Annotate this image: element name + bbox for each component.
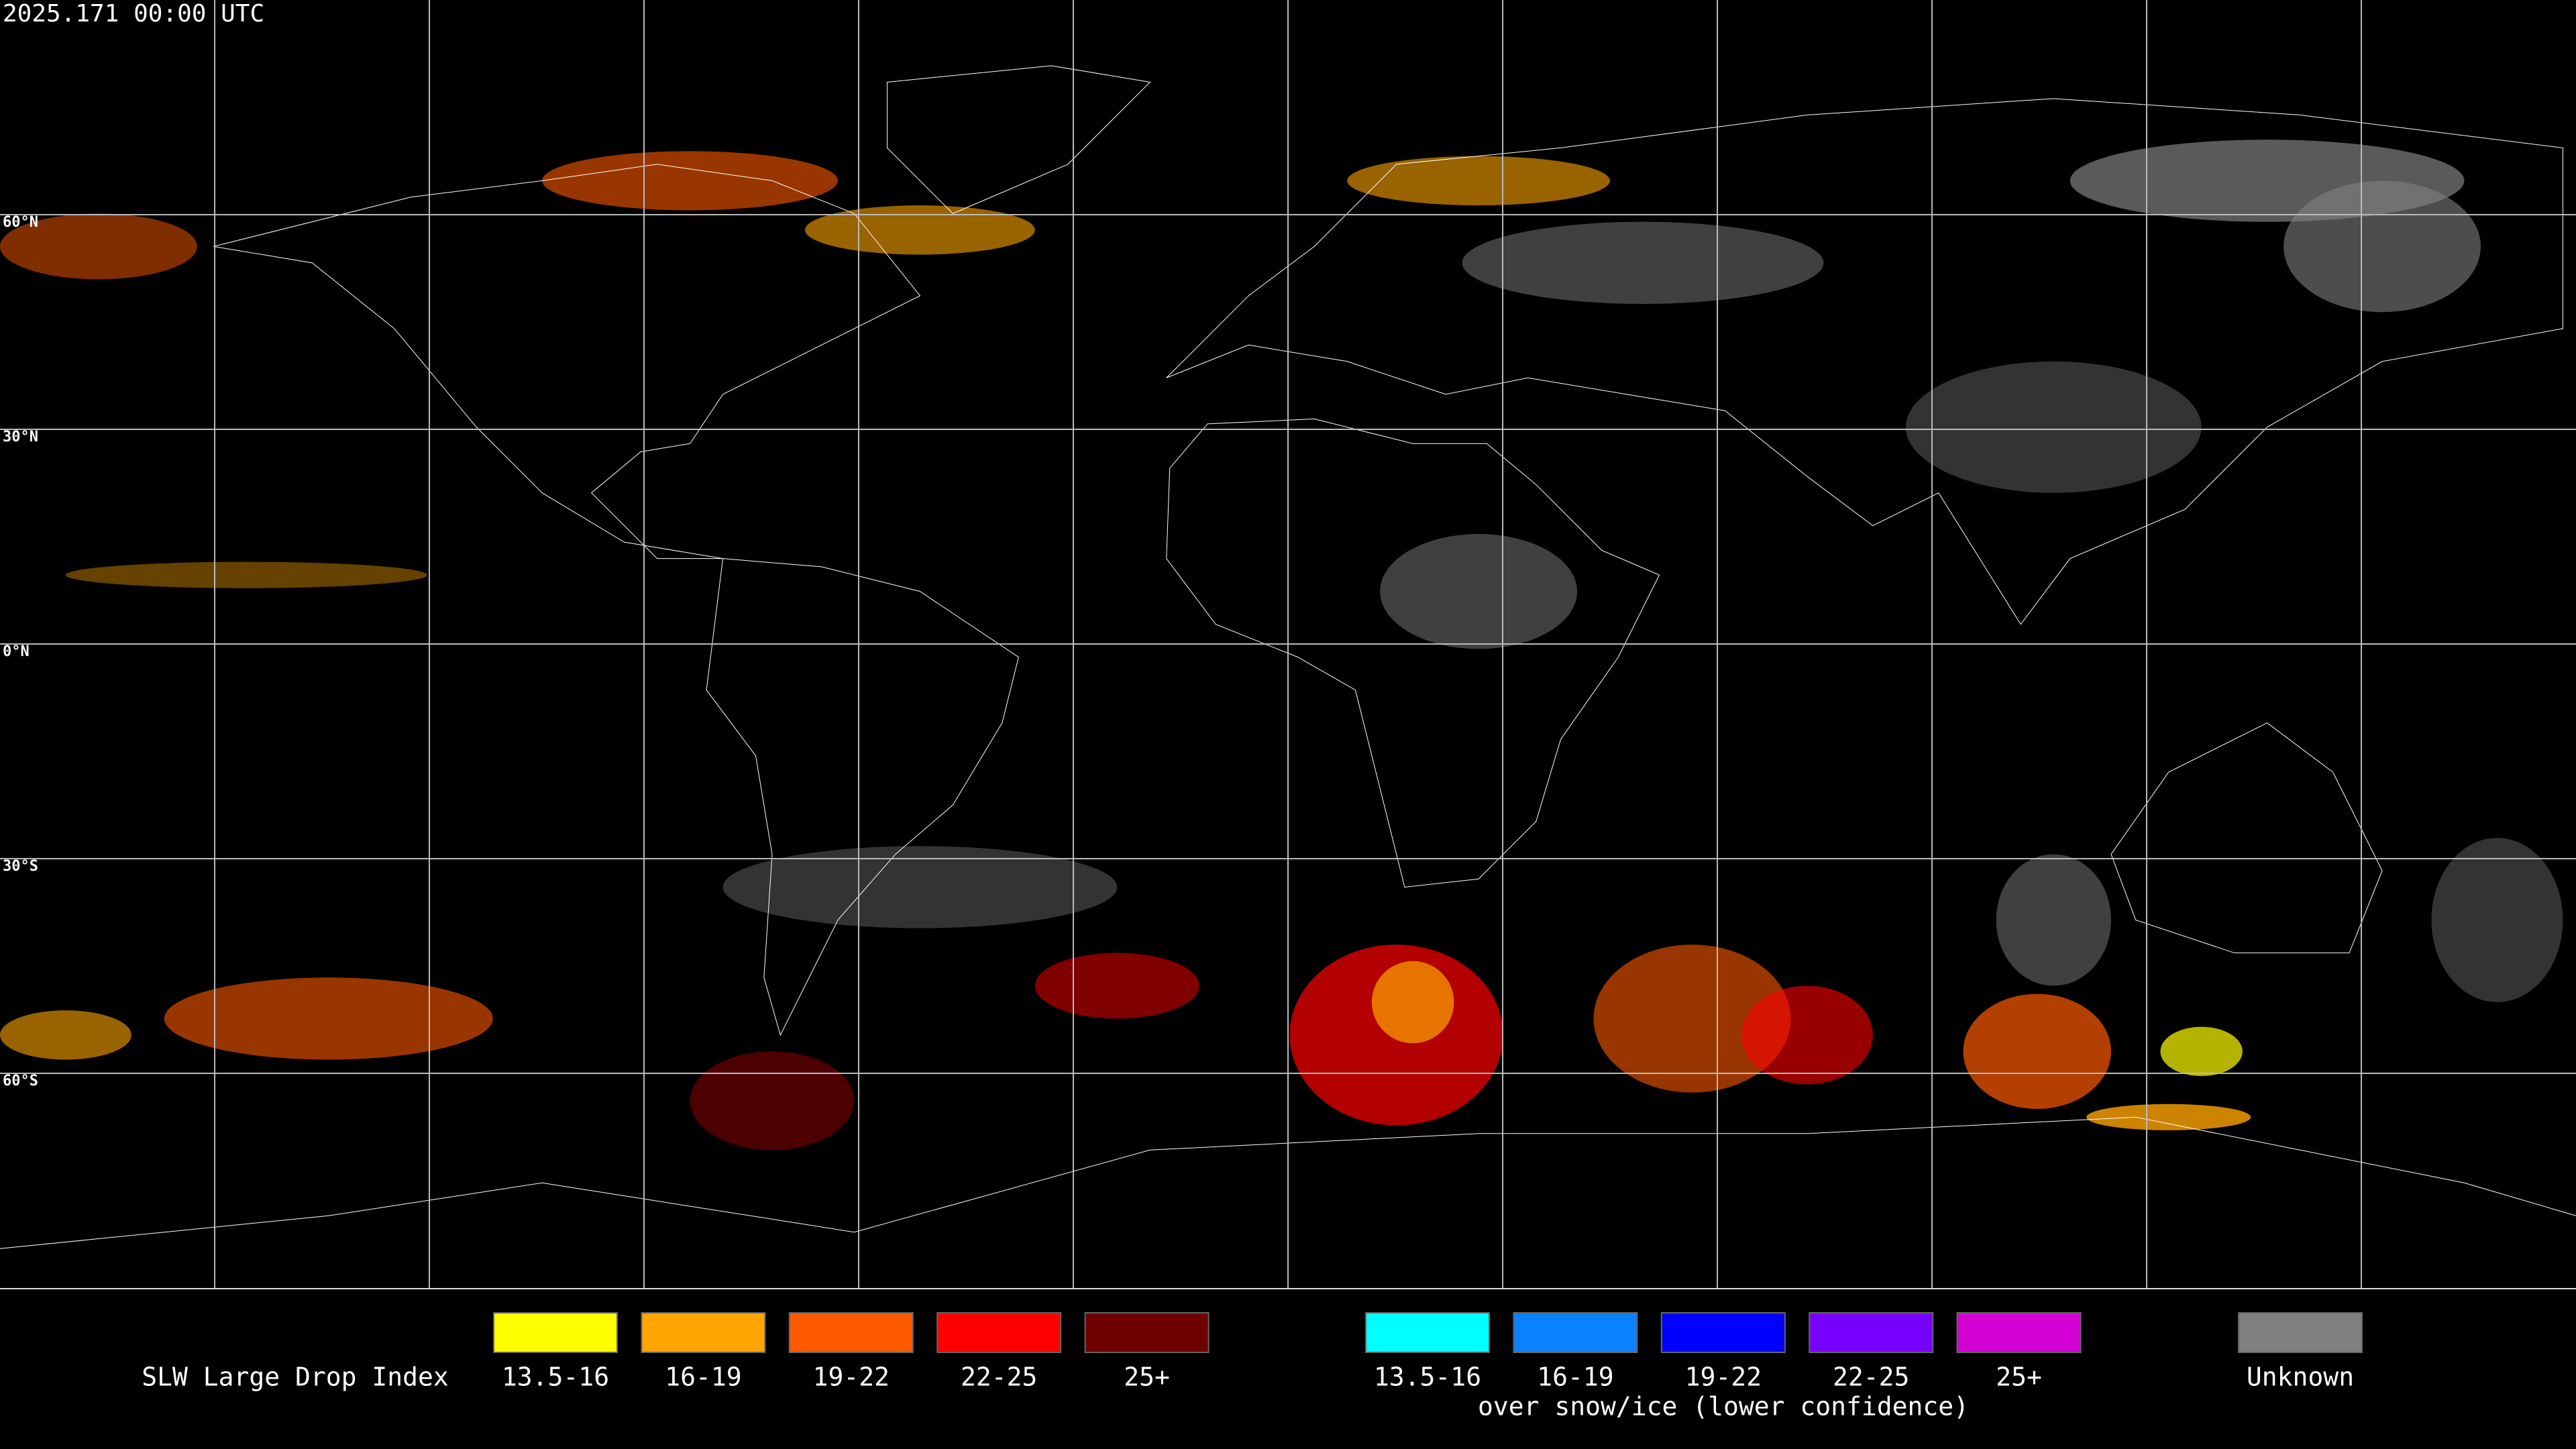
cloud-patch [65, 561, 427, 588]
cloud-patch [2431, 837, 2563, 1002]
legend-swatch [1365, 1312, 1490, 1353]
cloud-patch [2160, 1026, 2243, 1077]
legend-label: 19-22 [813, 1362, 890, 1392]
coastline [887, 66, 1150, 213]
legend-swatch [788, 1312, 914, 1353]
cloud-fields [0, 140, 2563, 1150]
cloud-patch [1905, 361, 2202, 493]
legend-label: 16-19 [665, 1362, 741, 1392]
legend-swatch [641, 1312, 766, 1353]
legend-label: 22-25 [1833, 1362, 1909, 1392]
coastlines [0, 66, 2576, 1248]
cloud-patch [1371, 961, 1454, 1044]
legend-label: 19-22 [1685, 1362, 1762, 1392]
coastline [213, 164, 920, 559]
latitude-labels: 60°N 30°N 0°N 30°S 60°S [3, 214, 38, 1089]
cloud-patch [1741, 985, 1873, 1085]
cloud-patch [542, 151, 838, 211]
legend-swatch [1660, 1312, 1786, 1353]
coastline [706, 559, 1018, 1035]
cloud-patch [722, 846, 1118, 928]
lat-label: 60°S [3, 1073, 38, 1089]
lat-label: 60°N [3, 214, 38, 231]
legend-label: 25+ [1124, 1362, 1170, 1392]
cloud-patch [0, 1010, 131, 1060]
lat-label: 30°S [3, 858, 38, 875]
legend-swatch [493, 1312, 618, 1353]
graticule [0, 0, 2576, 1288]
legend-label: Unknown [2247, 1362, 2354, 1392]
snow-note: over snow/ice (lower confidence) [1478, 1392, 1969, 1421]
cloud-patch [805, 205, 1035, 255]
timestamp: 2025.171 00:00 UTC [3, 0, 264, 28]
lat-label: 30°N [3, 429, 38, 445]
lat-label: 0°N [3, 643, 30, 660]
cloud-patch [164, 977, 493, 1060]
legend-label: 13.5-16 [502, 1362, 609, 1392]
cloud-patch [1462, 221, 1824, 305]
legend-label: 16-19 [1537, 1362, 1613, 1392]
legend-swatch [936, 1312, 1062, 1353]
coastline [2111, 723, 2382, 953]
legend: 13.5-16 16-19 19-22 22-25 25+ 13.5-16 16-19 19-… [493, 1312, 2363, 1392]
legend-label: 13.5-16 [1374, 1362, 1481, 1392]
cloud-patch [2086, 1104, 2251, 1130]
cloud-patch [1380, 533, 1578, 649]
cloud-patch [1593, 945, 1791, 1093]
cloud-patch [2284, 180, 2481, 313]
legend-swatch [1513, 1312, 1638, 1353]
coastline [1167, 99, 2563, 625]
coastline [1167, 419, 1660, 887]
legend-label: 22-25 [961, 1362, 1037, 1392]
cloud-patch [0, 213, 197, 280]
cloud-patch [690, 1051, 855, 1150]
legend-swatch [1956, 1312, 2082, 1353]
cloud-patch [1996, 854, 2111, 986]
cloud-patch [1034, 953, 1199, 1019]
legend-swatch [1084, 1312, 1210, 1353]
legend-title: SLW Large Drop Index [142, 1362, 449, 1392]
legend-swatch [1809, 1312, 1934, 1353]
coastline [0, 1117, 2576, 1248]
cloud-patch [1963, 994, 2111, 1110]
legend-swatch [2238, 1312, 2363, 1353]
cloud-patch [1347, 156, 1611, 206]
legend-label: 25+ [1996, 1362, 2042, 1392]
